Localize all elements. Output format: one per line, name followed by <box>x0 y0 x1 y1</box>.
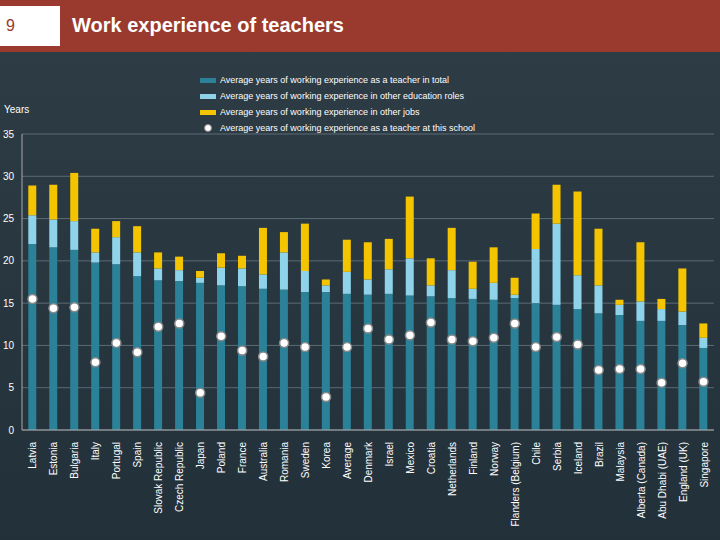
svg-text:Korea: Korea <box>321 442 332 469</box>
svg-text:Average: Average <box>342 442 353 480</box>
svg-text:30: 30 <box>8 171 14 182</box>
html-text:Years: Years <box>4 104 30 115</box>
svg-text:Spain: Spain <box>132 442 143 468</box>
svg-text:Israel: Israel <box>384 442 395 466</box>
html-text:Average years of working exper: Average years of working experience in o… <box>220 91 464 101</box>
svg-text:Malaysia: Malaysia <box>615 442 626 482</box>
svg-text:0: 0 <box>8 425 14 436</box>
svg-text:Denmark: Denmark <box>363 441 374 483</box>
svg-text:Finland: Finland <box>468 442 479 475</box>
svg-text:Slovak Republic: Slovak Republic <box>153 442 164 514</box>
svg-text:Latvia: Latvia <box>27 442 38 469</box>
svg-text:Australia: Australia <box>258 442 269 481</box>
svg-text:Alberta (Canada): Alberta (Canada) <box>636 442 647 518</box>
svg-text:England (UK): England (UK) <box>678 442 689 502</box>
svg-text:10: 10 <box>8 340 14 351</box>
svg-text:Portugal: Portugal <box>111 442 122 479</box>
svg-text:Bulgaria: Bulgaria <box>69 442 80 479</box>
svg-text:Norway: Norway <box>489 442 500 476</box>
svg-text:35: 35 <box>8 129 14 140</box>
svg-text:Singapore: Singapore <box>699 442 710 488</box>
svg-text:Croatia: Croatia <box>426 442 437 475</box>
svg-text:Italy: Italy <box>90 442 101 460</box>
html-text:9: 9 <box>6 17 15 34</box>
svg-text:20: 20 <box>8 255 14 266</box>
svg-text:25: 25 <box>8 213 14 224</box>
svg-text:Estonia: Estonia <box>48 442 59 476</box>
svg-text:Serbia: Serbia <box>552 442 563 471</box>
svg-text:Romania: Romania <box>279 442 290 482</box>
svg-text:Czech Republic: Czech Republic <box>174 442 185 512</box>
svg-text:Chile: Chile <box>531 442 542 465</box>
svg-text:Japan: Japan <box>195 442 206 469</box>
svg-text:France: France <box>237 442 248 474</box>
svg-text:Flanders (Belgium): Flanders (Belgium) <box>510 442 521 526</box>
svg-text:Brazil: Brazil <box>594 442 605 467</box>
svg-text:Sweden: Sweden <box>300 442 311 478</box>
html-text:Work experience of teachers: Work experience of teachers <box>72 14 344 36</box>
html-text:Average years of working exper: Average years of working experience as a… <box>220 123 475 133</box>
html-text:Average years of working exper: Average years of working experience in o… <box>220 107 420 117</box>
svg-text:Poland: Poland <box>216 442 227 473</box>
svg-text:Iceland: Iceland <box>573 442 584 474</box>
html-text:Average years of working exper: Average years of working experience as a… <box>220 75 449 85</box>
svg-text:15: 15 <box>8 298 14 309</box>
svg-text:5: 5 <box>8 382 14 393</box>
svg-text:Abu Dhabi (UAE): Abu Dhabi (UAE) <box>657 442 668 519</box>
svg-text:Mexico: Mexico <box>405 442 416 474</box>
svg-text:Netherlands: Netherlands <box>447 442 458 496</box>
